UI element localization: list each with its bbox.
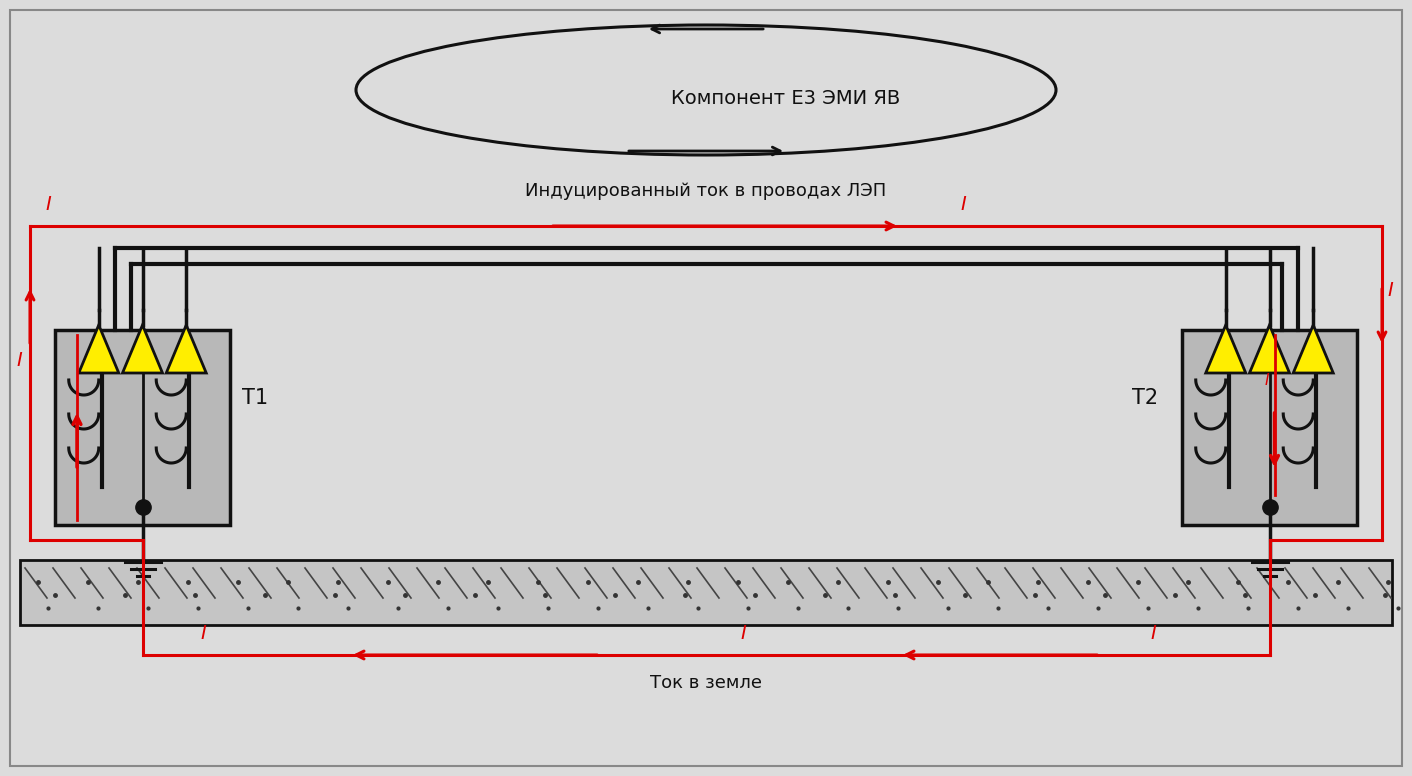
Polygon shape <box>123 325 162 373</box>
Polygon shape <box>1250 325 1289 373</box>
Text: I: I <box>740 624 746 643</box>
Polygon shape <box>79 325 119 373</box>
Bar <box>1182 330 1357 525</box>
Text: Т2: Т2 <box>1132 388 1158 408</box>
Text: I: I <box>45 195 51 214</box>
Polygon shape <box>1293 325 1333 373</box>
Bar <box>55 330 230 525</box>
Text: I: I <box>201 624 206 643</box>
Text: I: I <box>1149 624 1156 643</box>
Bar <box>20 560 1392 625</box>
Text: Компонент Е3 ЭМИ ЯВ: Компонент Е3 ЭМИ ЯВ <box>671 88 901 108</box>
Text: I: I <box>1387 281 1392 300</box>
Text: I: I <box>960 195 966 214</box>
Text: I: I <box>16 351 21 370</box>
FancyBboxPatch shape <box>10 10 1402 766</box>
Text: Ток в земле: Ток в земле <box>650 674 762 692</box>
Text: Т1: Т1 <box>241 388 268 408</box>
Text: I: I <box>1265 373 1269 388</box>
Polygon shape <box>1206 325 1245 373</box>
Polygon shape <box>167 325 206 373</box>
Text: Индуцированный ток в проводах ЛЭП: Индуцированный ток в проводах ЛЭП <box>525 182 887 200</box>
